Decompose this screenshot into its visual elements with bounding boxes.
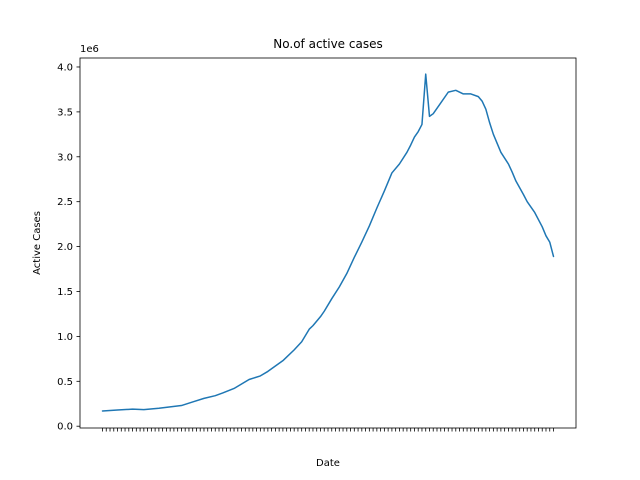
y-tick-label: 4.0	[57, 62, 73, 73]
series-line-active-cases	[101, 73, 555, 412]
x-axis-label: Date	[316, 458, 340, 469]
y-tick-label: 1.0	[57, 332, 73, 343]
y-tick-label: 1.5	[57, 287, 73, 298]
y-tick-label: 3.5	[57, 107, 73, 118]
chart-title: No.of active cases	[273, 37, 382, 51]
y-axis-ticks: 0.0 0.5 1.0 1.5 2.0 2.5 3.0 3.5 4.0	[57, 62, 80, 433]
y-tick-label: 2.5	[57, 197, 73, 208]
y-axis-label: Active Cases	[32, 211, 43, 275]
y-tick-label: 0.5	[57, 377, 73, 388]
plot-area-frame	[79, 57, 577, 429]
y-tick-label: 0.0	[57, 422, 73, 433]
y-tick-label: 2.0	[57, 242, 73, 253]
y-tick-label: 3.0	[57, 152, 73, 163]
x-axis-ticks	[102, 428, 554, 432]
y-scale-note: 1e6	[80, 44, 99, 55]
